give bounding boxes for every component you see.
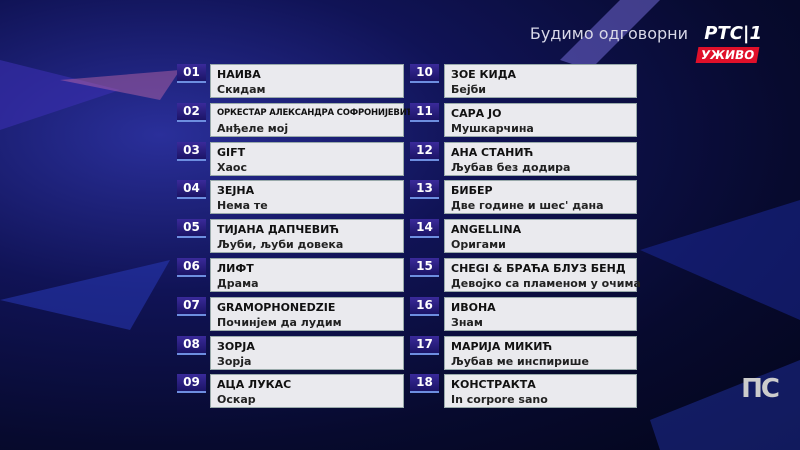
entry-number: 16 <box>410 296 439 316</box>
artist-name: ANGELLINA <box>451 223 522 237</box>
entry-number: 09 <box>177 374 206 394</box>
entry-number: 04 <box>177 180 206 200</box>
song-title: Хаос <box>217 160 247 174</box>
corner-logo: ПС <box>741 374 780 404</box>
song-title: Зорја <box>217 354 252 368</box>
song-title: Љуби, љуби довека <box>217 238 344 252</box>
entry-card: ЛИФТ Драма <box>210 258 404 292</box>
entry-card: АНА СТАНИЋ Љубав без додира <box>444 141 637 176</box>
song-title: Знам <box>451 315 483 329</box>
song-title: Девојко са пламеном у очима <box>451 277 641 290</box>
entry-card: CHEGI & БРАЋА БЛУЗ БЕНД Девојко са пламе… <box>444 258 641 292</box>
artist-name: CHEGI & БРАЋА БЛУЗ БЕНД <box>451 262 626 275</box>
list-item: 14 ANGELLINA Оригами <box>410 219 637 254</box>
list-item: 04 ЗЕЈНА Нема те <box>177 180 404 215</box>
song-title: Љубав ме инспирише <box>451 354 589 368</box>
artist-name: ИВОНА <box>451 300 496 314</box>
entry-card: ОРКЕСТАР АЛЕКСАНДРА СОФРОНИЈЕВИЋА Анђеле… <box>210 102 421 137</box>
entry-card: САРА ЈО Мушкарчина <box>444 102 637 137</box>
entry-card: НАИВА Скидам <box>210 64 404 98</box>
entry-card: ЗОЕ КИДА Бејби <box>444 64 637 98</box>
list-item: 15 CHEGI & БРАЋА БЛУЗ БЕНД Девојко са пл… <box>410 258 641 293</box>
entry-number: 15 <box>410 258 439 277</box>
entry-card: МАРИЈА МИКИЋ Љубав ме инспирише <box>444 335 637 370</box>
list-item: 02 ОРКЕСТАР АЛЕКСАНДРА СОФРОНИЈЕВИЋА Анђ… <box>177 102 420 138</box>
artist-name: НАИВА <box>217 68 261 81</box>
entry-number: 06 <box>177 258 206 277</box>
entry-card: ЗОРЈА Зорја <box>210 335 404 370</box>
song-title: In corpore sano <box>451 393 548 407</box>
artist-name: GRAMOPHONEDZIE <box>217 300 336 314</box>
entry-number: 03 <box>177 141 206 161</box>
channel-logo: РТС|1 <box>704 23 762 44</box>
slogan: Будимо одговорни <box>529 24 688 43</box>
song-title: Бејби <box>451 83 487 96</box>
artist-name: GIFT <box>217 145 246 159</box>
list-item: 06 ЛИФТ Драма <box>177 258 404 293</box>
entry-card: КОНСТРАКТА In corpore sano <box>444 374 637 409</box>
artist-name: ЛИФТ <box>217 262 254 275</box>
song-title: Анђеле мој <box>217 121 289 135</box>
list-item: 01 НАИВА Скидам <box>177 64 404 99</box>
list-item: 12 АНА СТАНИЋ Љубав без додира <box>410 141 637 177</box>
artist-name: ЗОРЈА <box>217 339 255 353</box>
artist-name: ОРКЕСТАР АЛЕКСАНДРА СОФРОНИЈЕВИЋА <box>217 107 421 118</box>
entry-number: 11 <box>410 102 439 122</box>
artist-name: ЗЕЈНА <box>217 184 255 198</box>
entry-card: GIFT Хаос <box>210 141 404 176</box>
list-item: 05 ТИЈАНА ДАПЧЕВИЋ Љуби, љуби довека <box>177 219 404 254</box>
entry-number: 17 <box>410 335 439 355</box>
entry-number: 01 <box>177 64 206 83</box>
list-item: 03 GIFT Хаос <box>177 141 404 177</box>
artist-name: АНА СТАНИЋ <box>451 145 534 159</box>
entry-number: 05 <box>177 219 206 239</box>
artist-name: ЗОЕ КИДА <box>451 68 517 81</box>
entry-number: 14 <box>410 219 439 239</box>
song-title: Мушкарчина <box>451 121 534 135</box>
entry-number: 13 <box>410 180 439 200</box>
entry-number: 10 <box>410 64 439 83</box>
list-item: 07 GRAMOPHONEDZIE Починјем да лудим <box>177 296 404 332</box>
entry-card: ТИЈАНА ДАПЧЕВИЋ Љуби, љуби довека <box>210 219 404 254</box>
song-title: Починјем да лудим <box>217 315 342 329</box>
list-item: 18 КОНСТРАКТА In corpore sano <box>410 374 637 409</box>
artist-name: МАРИЈА МИКИЋ <box>451 339 553 353</box>
entry-number: 18 <box>410 374 439 394</box>
song-title: Скидам <box>217 83 266 96</box>
song-title: Две године и шес' дана <box>451 199 604 213</box>
song-title: Оригами <box>451 238 506 252</box>
artist-name: АЦА ЛУКАС <box>217 378 292 392</box>
entry-card: GRAMOPHONEDZIE Починјем да лудим <box>210 296 404 331</box>
artist-name: БИБЕР <box>451 184 493 198</box>
live-badge: УЖИВО <box>695 47 760 63</box>
entry-number: 12 <box>410 141 439 161</box>
song-title: Љубав без додира <box>451 160 571 174</box>
entry-card: АЦА ЛУКАС Оскар <box>210 374 404 409</box>
list-item: 08 ЗОРЈА Зорја <box>177 335 404 371</box>
song-title: Драма <box>217 277 259 290</box>
artist-name: САРА ЈО <box>451 106 502 120</box>
list-item: 10 ЗОЕ КИДА Бејби <box>410 64 637 99</box>
list-item: 16 ИВОНА Знам <box>410 296 637 332</box>
artist-name: КОНСТРАКТА <box>451 378 536 392</box>
list-item: 11 САРА ЈО Мушкарчина <box>410 102 637 138</box>
list-item: 09 АЦА ЛУКАС Оскар <box>177 374 404 409</box>
entry-number: 08 <box>177 335 206 355</box>
entry-card: ANGELLINA Оригами <box>444 219 637 254</box>
song-title: Нема те <box>217 199 268 213</box>
entry-number: 02 <box>177 102 206 122</box>
song-title: Оскар <box>217 393 256 407</box>
list-item: 13 БИБЕР Две године и шес' дана <box>410 180 637 215</box>
entry-number: 07 <box>177 296 206 316</box>
list-item: 17 МАРИЈА МИКИЋ Љубав ме инспирише <box>410 335 637 371</box>
entry-card: БИБЕР Две године и шес' дана <box>444 180 637 215</box>
artist-name: ТИЈАНА ДАПЧЕВИЋ <box>217 223 340 237</box>
entry-card: ИВОНА Знам <box>444 296 637 331</box>
entry-card: ЗЕЈНА Нема те <box>210 180 404 215</box>
